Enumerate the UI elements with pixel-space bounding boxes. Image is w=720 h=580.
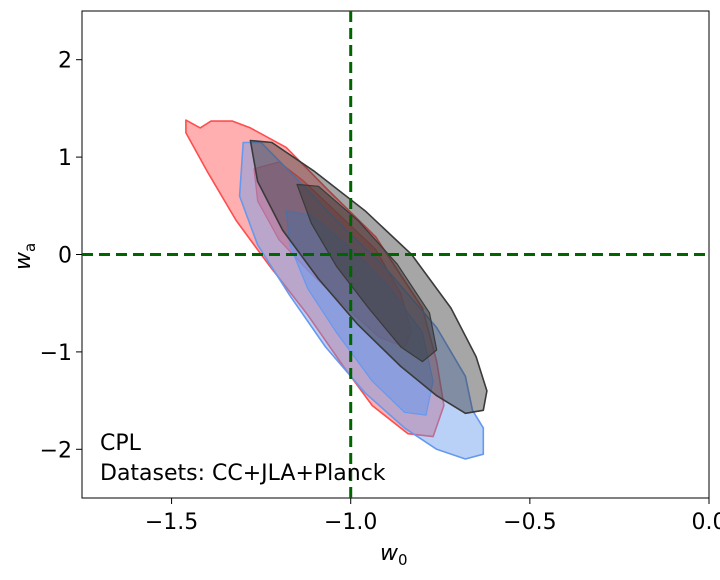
y-axis-label: wa (11, 243, 39, 270)
x-tick-label: −1.5 (145, 510, 198, 535)
y-ticks: 2 1 0 −1 −2 (40, 49, 82, 464)
y-tick-label: −1 (40, 341, 72, 366)
y-tick-label: 0 (58, 244, 72, 269)
x-axis-label-sub: 0 (398, 551, 408, 569)
x-tick-label: −0.5 (503, 510, 556, 535)
y-tick-label: −2 (40, 438, 72, 463)
annotation-line2: Datasets: CC+JLA+Planck (100, 461, 386, 486)
x-axis-label: w0 (380, 541, 408, 569)
y-tick-label: 2 (58, 49, 72, 74)
annotation-line1: CPL (100, 431, 142, 456)
x-tick-label: 0.0 (692, 510, 720, 535)
x-tick-label: −1.0 (324, 510, 377, 535)
y-axis-label-main: w (11, 251, 36, 270)
x-ticks: −1.5 −1.0 −0.5 0.0 (145, 498, 720, 535)
y-axis-label-sub: a (21, 243, 39, 252)
x-axis-label-main: w (380, 541, 399, 566)
y-tick-label: 1 (58, 146, 72, 171)
